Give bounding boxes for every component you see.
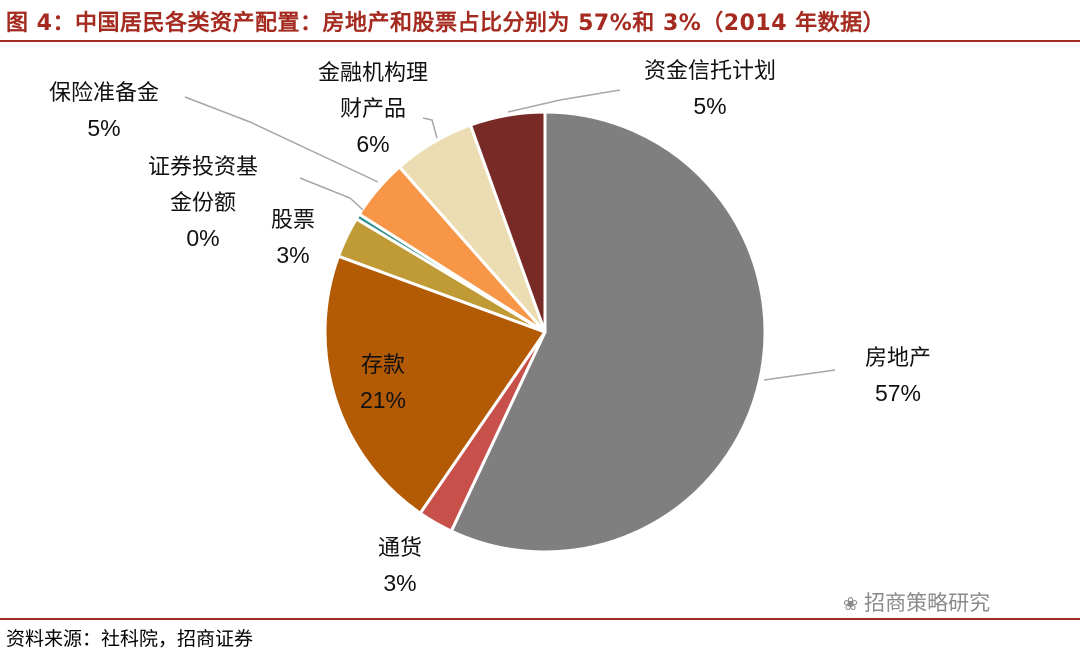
slice-value-label-2: 3%	[383, 570, 416, 596]
slice-name-label-6: 保险准备金	[49, 81, 159, 106]
slice-value-label-5: 0%	[186, 225, 219, 251]
slice-name-label-7: 财产品	[340, 97, 406, 122]
leader-lines	[184, 89, 836, 381]
pie-slice-3	[323, 254, 547, 515]
slice-name-label-7: 金融机构理	[318, 61, 428, 86]
wechat-icon: ❀	[843, 594, 859, 615]
slice-name-label-5: 金份额	[170, 191, 236, 216]
slice-name-label-3: 存款	[361, 353, 405, 378]
slice-name-label-2: 通货	[378, 536, 422, 561]
leader-line-6	[184, 96, 379, 183]
source-note: 资料来源：社科院，招商证券	[6, 628, 254, 650]
slice-name-label-8: 资金信托计划	[644, 59, 776, 84]
slice-value-label-1: 57%	[875, 380, 921, 406]
pie-slice-8	[468, 110, 547, 334]
slice-name-label-4: 股票	[271, 208, 315, 233]
slice-value-label-6: 5%	[87, 115, 120, 141]
pie-slices	[323, 110, 767, 554]
slice-value-label-4: 3%	[276, 242, 309, 268]
slice-value-label-7: 6%	[356, 131, 389, 157]
leader-line-1	[763, 369, 836, 381]
pie-slice-1	[449, 110, 767, 554]
slice-name-label-1: 房地产	[865, 346, 931, 371]
leader-line-7	[422, 117, 438, 139]
slice-value-label-8: 5%	[693, 93, 726, 119]
leader-line-5	[299, 177, 364, 211]
footer-divider	[0, 618, 1080, 620]
slice-value-label-3: 21%	[360, 387, 406, 413]
title-divider	[0, 40, 1080, 42]
page-title: 图 4：中国居民各类资产配置：房地产和股票占比分别为 57%和 3%（2014 …	[6, 11, 886, 36]
watermark: ❀ 招商策略研究	[843, 587, 990, 617]
watermark-text: 招商策略研究	[864, 591, 991, 615]
slice-name-label-5: 证券投资基	[148, 155, 258, 180]
leader-line-8	[507, 89, 621, 113]
